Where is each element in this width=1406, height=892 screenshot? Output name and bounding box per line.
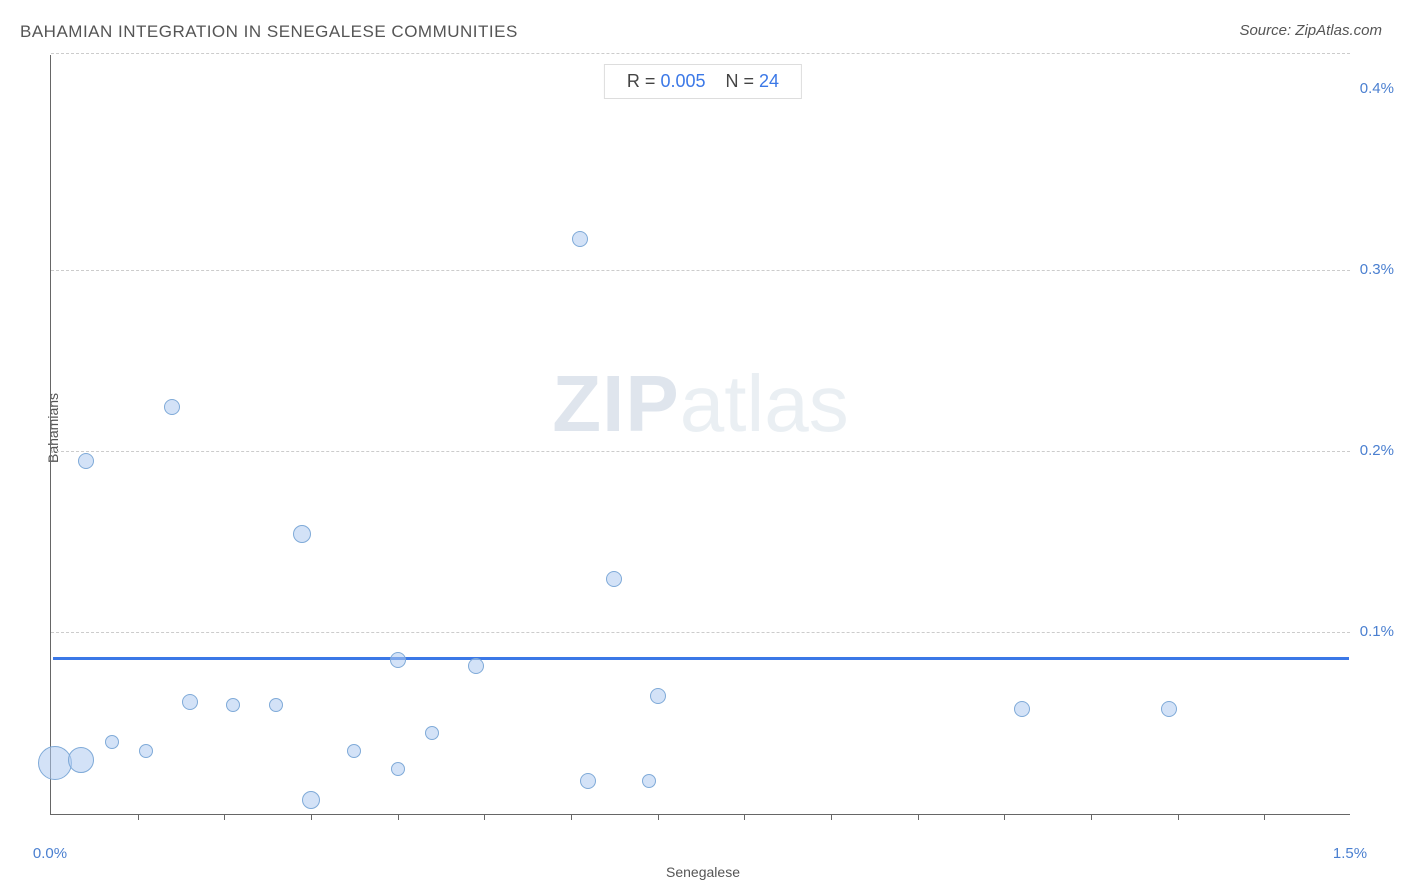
chart-container: BAHAMIAN INTEGRATION IN SENEGALESE COMMU… (0, 0, 1406, 892)
x-tick (744, 814, 745, 820)
x-tick (918, 814, 919, 820)
data-point (164, 399, 180, 415)
watermark-zip: ZIP (552, 359, 679, 448)
data-point (1161, 701, 1177, 717)
data-point (468, 658, 484, 674)
data-point (105, 735, 119, 749)
plot-area: ZIPatlas (50, 55, 1350, 815)
data-point (391, 762, 405, 776)
x-tick (1091, 814, 1092, 820)
watermark: ZIPatlas (552, 358, 848, 450)
data-point (139, 744, 153, 758)
x-tick (658, 814, 659, 820)
source-label: Source: ZipAtlas.com (1239, 22, 1382, 39)
gridline (51, 632, 1350, 633)
x-tick (831, 814, 832, 820)
data-point (38, 746, 72, 780)
y-tick-label: 0.4% (1360, 80, 1394, 102)
data-point (347, 744, 361, 758)
x-tick (138, 814, 139, 820)
n-label: N = (726, 71, 755, 91)
gridline (51, 451, 1350, 452)
r-value: 0.005 (660, 71, 705, 91)
data-point (650, 688, 666, 704)
x-tick (1004, 814, 1005, 820)
data-point (182, 694, 198, 710)
data-point (293, 525, 311, 543)
data-point (68, 747, 94, 773)
x-tick-label: 1.5% (1333, 845, 1367, 862)
x-tick (311, 814, 312, 820)
gridline (51, 270, 1350, 271)
data-point (390, 652, 406, 668)
y-tick-label: 0.1% (1360, 623, 1394, 645)
data-point (642, 774, 656, 788)
data-point (425, 726, 439, 740)
y-tick-label: 0.2% (1360, 442, 1394, 464)
data-point (226, 698, 240, 712)
x-tick (1178, 814, 1179, 820)
data-point (269, 698, 283, 712)
watermark-rest: atlas (680, 359, 849, 448)
y-tick-label: 0.3% (1360, 261, 1394, 283)
x-tick (224, 814, 225, 820)
x-tick (571, 814, 572, 820)
r-label: R = (627, 71, 656, 91)
chart-title: BAHAMIAN INTEGRATION IN SENEGALESE COMMU… (20, 22, 518, 42)
data-point (78, 453, 94, 469)
trend-line (53, 657, 1349, 660)
stats-box: R = 0.005 N = 24 (604, 64, 802, 99)
x-axis-label: Senegalese (666, 864, 740, 880)
n-value: 24 (759, 71, 779, 91)
x-tick (1264, 814, 1265, 820)
data-point (572, 231, 588, 247)
data-point (580, 773, 596, 789)
gridline (51, 53, 1350, 54)
data-point (606, 571, 622, 587)
data-point (302, 791, 320, 809)
x-tick (398, 814, 399, 820)
x-tick (484, 814, 485, 820)
data-point (1014, 701, 1030, 717)
x-tick-label: 0.0% (33, 845, 67, 862)
